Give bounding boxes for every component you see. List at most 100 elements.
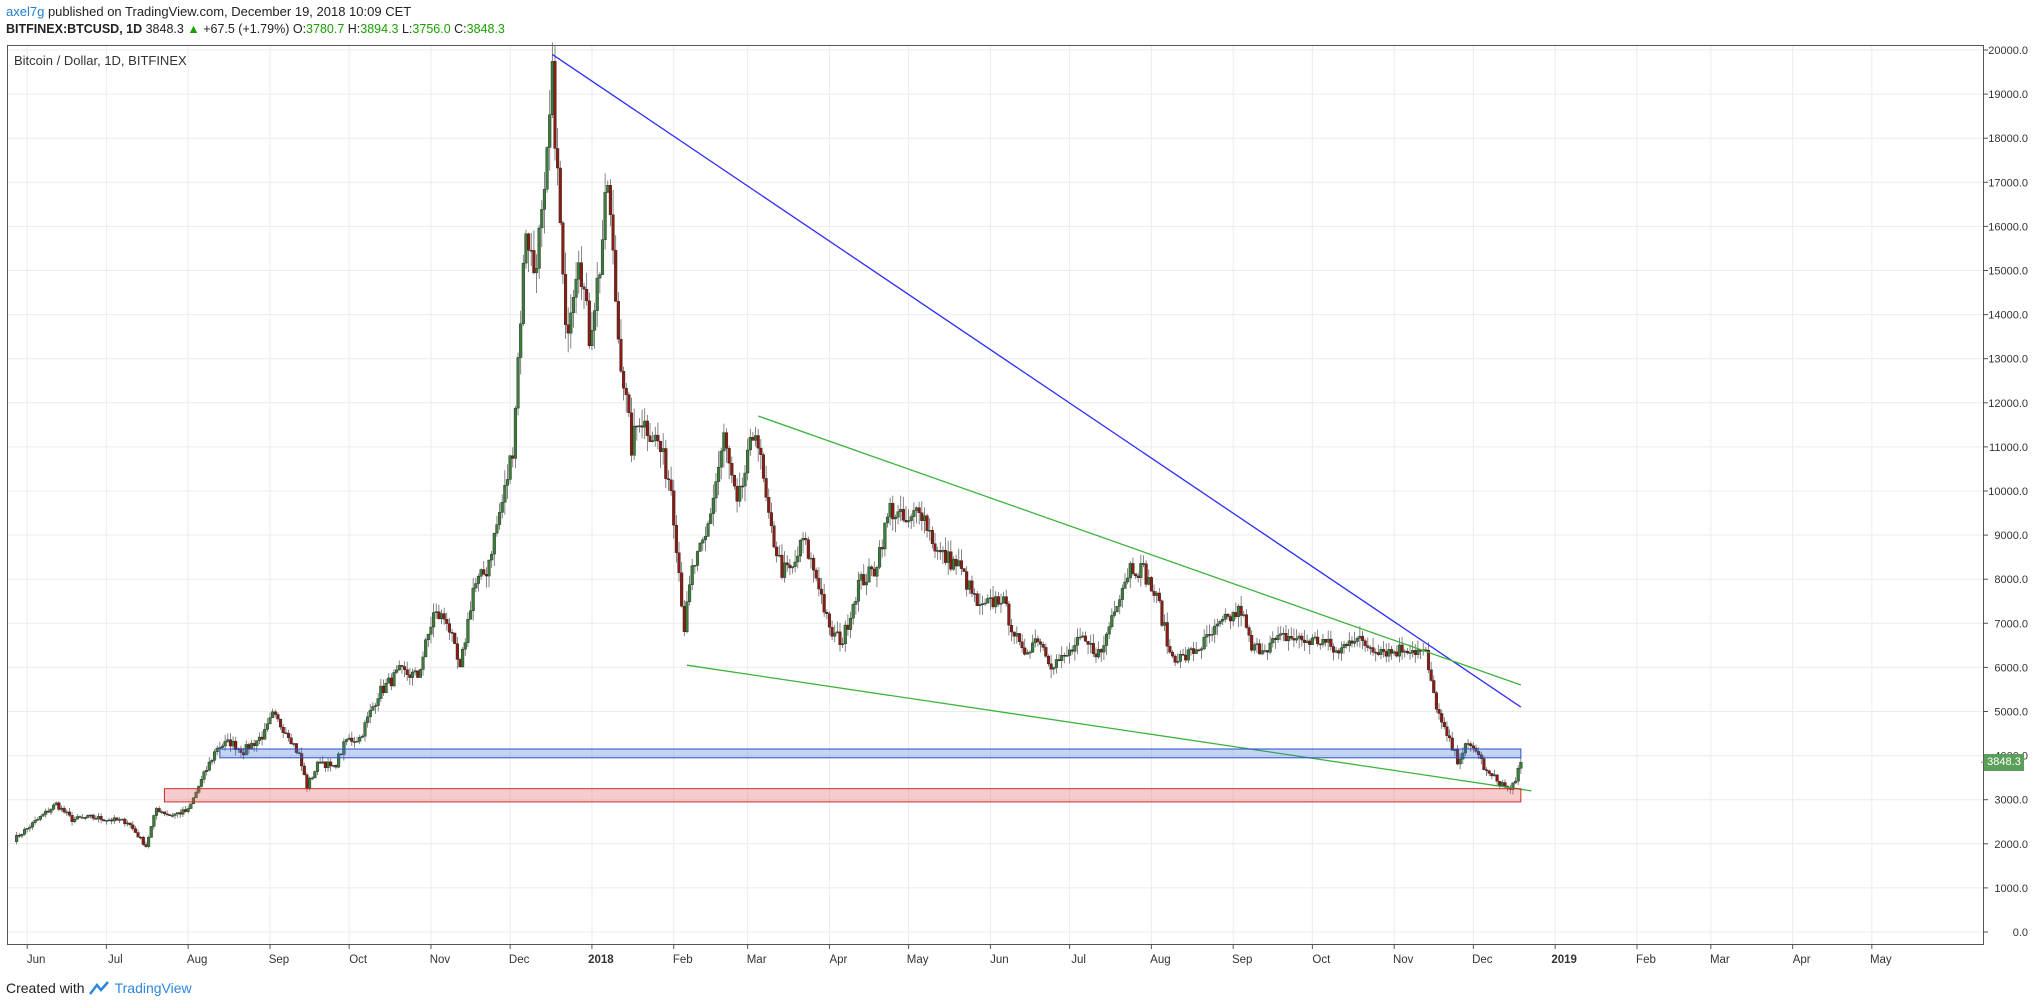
candle-down <box>1273 638 1277 640</box>
candle-up <box>413 670 417 673</box>
candle-up <box>1221 619 1225 622</box>
candle-down <box>300 753 304 767</box>
y-tick-label: 3000.0 <box>1994 795 2028 807</box>
candle-up <box>160 811 164 813</box>
green-trendline <box>757 415 1522 686</box>
candle-down <box>920 512 924 521</box>
candle-up <box>1123 581 1127 589</box>
candle-down <box>131 824 135 829</box>
candle-up <box>1355 638 1359 642</box>
candle-down <box>1284 632 1288 642</box>
candle-down <box>1049 663 1053 670</box>
candle-up <box>23 829 27 835</box>
candle-down <box>1490 773 1494 777</box>
candle-down <box>822 594 826 613</box>
candle-down <box>1487 770 1491 774</box>
x-tick-label: Jun <box>990 954 1009 966</box>
candle-up <box>1139 563 1143 578</box>
candle-down <box>944 549 948 563</box>
candle-up <box>914 507 919 511</box>
candle-down <box>286 732 291 738</box>
candle-down <box>1207 634 1212 636</box>
candle-down <box>1152 590 1156 596</box>
candle-down <box>622 371 626 389</box>
candle-down <box>83 817 87 819</box>
candle-down <box>455 643 459 660</box>
candle-down <box>1292 638 1296 641</box>
candle-up <box>790 566 795 569</box>
candle-down <box>1250 635 1254 651</box>
candle-up <box>1210 634 1214 636</box>
candle-up <box>1255 643 1259 646</box>
candle-up <box>1500 782 1504 786</box>
candle-up <box>540 209 544 229</box>
candle-down <box>1477 751 1481 755</box>
last-price-tag: 3848.3 <box>1984 754 2024 772</box>
candle-down <box>870 566 874 570</box>
candle-down <box>350 737 354 742</box>
candle-down <box>1429 669 1433 681</box>
candle-down <box>1226 613 1230 617</box>
candle-down <box>1141 563 1146 565</box>
candle-up <box>651 440 655 442</box>
candle-up <box>1128 563 1132 579</box>
candle-up <box>1002 596 1006 604</box>
candle-down <box>1374 651 1378 654</box>
candle-up <box>1078 636 1082 639</box>
candle-up <box>337 753 341 768</box>
candle-down <box>1495 774 1499 782</box>
candle-up <box>801 538 805 541</box>
candle-down <box>751 437 755 441</box>
candle-up <box>231 740 235 747</box>
x-tick-label: Apr <box>829 954 847 966</box>
candle-up <box>268 717 272 724</box>
candle-up <box>1120 588 1124 600</box>
candle-up <box>1231 612 1235 622</box>
author-link[interactable]: axel7g <box>6 4 45 19</box>
y-tick-label: 16000.0 <box>1988 221 2028 233</box>
candle-up <box>896 511 900 518</box>
chart-frame[interactable] <box>7 45 1984 945</box>
candle-up <box>513 407 517 459</box>
candle-up <box>571 297 576 314</box>
low-label: L: <box>401 22 413 36</box>
candle-up <box>395 669 399 673</box>
candle-up <box>1492 774 1497 777</box>
candle-down <box>1318 643 1322 646</box>
candle-down <box>838 631 842 645</box>
candle-up <box>1339 647 1343 654</box>
candle-up <box>88 814 93 817</box>
candle-up <box>81 817 85 819</box>
candle-up <box>490 553 494 561</box>
candle-down <box>1057 659 1061 661</box>
candle-down <box>611 214 615 251</box>
candle-down <box>1181 653 1185 656</box>
candle-down <box>1366 645 1370 648</box>
candle-down <box>1471 745 1475 749</box>
candle-up <box>1310 637 1314 645</box>
candle-up <box>719 450 723 468</box>
candle-up <box>173 813 177 816</box>
candle-up <box>38 816 42 820</box>
candle-up <box>1358 635 1362 639</box>
candle-up <box>883 522 887 550</box>
candle-up <box>521 262 525 324</box>
candle-down <box>260 736 264 740</box>
candle-up <box>75 816 79 820</box>
candle-down <box>1012 631 1016 637</box>
y-tick-label: 5000.0 <box>1994 707 2028 719</box>
candle-up <box>595 277 599 311</box>
candle-up <box>487 559 491 577</box>
candle-down <box>814 569 818 579</box>
candle-up <box>463 642 467 650</box>
publish-info: axel7g published on TradingView.com, Dec… <box>6 4 411 20</box>
candle-down <box>1450 737 1454 751</box>
candle-up <box>1031 642 1035 653</box>
candle-down <box>57 802 61 810</box>
last-price: 3848.3 <box>145 22 184 36</box>
candle-up <box>653 434 657 441</box>
tradingview-brand[interactable]: TradingView <box>114 980 192 996</box>
candle-up <box>1075 636 1080 646</box>
candle-down <box>561 222 565 275</box>
